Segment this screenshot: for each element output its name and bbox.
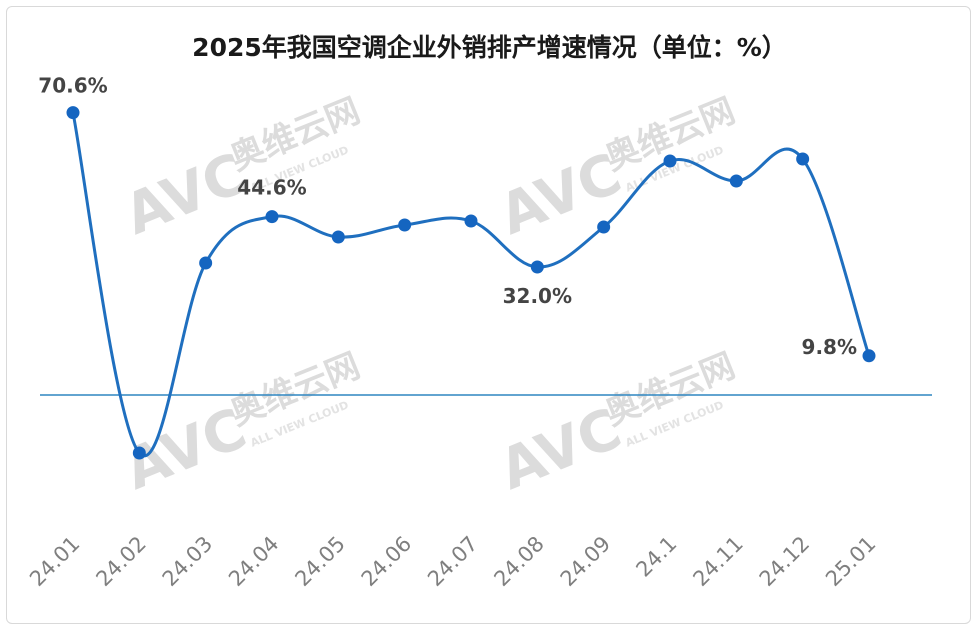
data-point	[729, 174, 743, 188]
x-tick-label: 24.05	[290, 532, 349, 591]
data-label: 32.0%	[503, 284, 572, 308]
x-tick-label: 24.04	[224, 532, 283, 591]
chart-frame	[6, 6, 971, 624]
data-point	[265, 210, 279, 224]
data-point	[663, 154, 677, 168]
x-tick-label: 24.1	[631, 532, 681, 582]
x-tick-label: 24.01	[25, 532, 84, 591]
data-point	[199, 256, 213, 270]
x-tick-label: 25.01	[821, 532, 880, 591]
data-label: 70.6%	[38, 74, 107, 98]
x-tick-label: 24.12	[755, 532, 814, 591]
x-tick-label: 24.08	[489, 532, 548, 591]
x-tick-label: 24.02	[91, 532, 150, 591]
data-point	[464, 214, 478, 228]
data-point	[66, 106, 80, 120]
chart-title: 2025年我国空调企业外销排产增速情况（单位：%）	[192, 33, 787, 62]
x-tick-label: 24.03	[158, 532, 217, 591]
x-tick-label: 24.06	[357, 532, 416, 591]
data-point	[796, 152, 810, 166]
x-tick-label: 24.11	[688, 532, 747, 591]
data-point	[597, 220, 611, 234]
x-tick-label: 24.07	[423, 532, 482, 591]
data-point	[331, 230, 345, 244]
series-line	[71, 112, 871, 458]
data-point	[862, 349, 876, 363]
data-point	[530, 260, 544, 274]
data-point	[132, 446, 146, 460]
x-tick-label: 24.09	[556, 532, 615, 591]
data-label: 44.6%	[237, 176, 306, 200]
data-label: 9.8%	[802, 335, 857, 359]
data-point	[398, 218, 412, 232]
